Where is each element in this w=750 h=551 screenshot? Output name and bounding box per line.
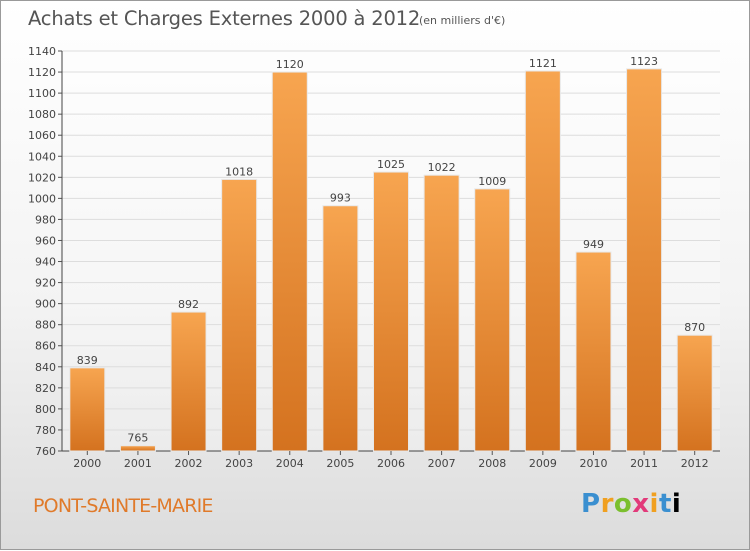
bar-2000 [69,367,106,452]
x-tick-label-2002: 2002 [175,457,203,470]
y-tick-label: 820 [35,382,56,395]
y-tick-label: 1120 [28,66,56,79]
y-tick-label: 1020 [28,171,56,184]
x-tick-label-2009: 2009 [529,457,557,470]
y-tick-label: 880 [35,319,56,332]
x-tick-label-2003: 2003 [225,457,253,470]
bar-2007 [423,174,460,452]
bar-2009 [524,70,561,452]
y-tick-label: 1080 [28,108,56,121]
y-tick-label: 900 [35,298,56,311]
x-tick-label-2006: 2006 [377,457,405,470]
chart-subtitle: (en milliers d'€) [419,14,506,27]
bar-2002 [170,311,207,452]
y-tick-label: 760 [35,445,56,458]
chart-title: Achats et Charges Externes 2000 à 2012 [28,7,421,30]
bar-2011 [626,68,663,452]
y-tick-label: 1140 [28,45,56,58]
y-tick-label: 860 [35,340,56,353]
bar-2001 [119,445,156,452]
y-tick-label: 800 [35,403,56,416]
x-tick-label-2012: 2012 [681,457,709,470]
y-tick-label: 920 [35,277,56,290]
bar-2012 [676,334,713,452]
commune-name: PONT-SAINTE-MARIE [33,495,213,517]
x-tick-label-2011: 2011 [630,457,658,470]
x-tick-label-2000: 2000 [73,457,101,470]
bar-2008 [474,188,511,452]
y-tick-label: 1100 [28,87,56,100]
y-tick-label: 980 [35,213,56,226]
data-label-2012: 870 [684,321,705,334]
y-tick-label: 1040 [28,150,56,163]
bar-2004 [271,71,308,452]
y-tick-label: 940 [35,256,56,269]
data-label-2011: 1123 [630,55,658,68]
data-label-2001: 765 [127,432,148,445]
data-label-2008: 1009 [478,175,506,188]
x-tick-label-2010: 2010 [579,457,607,470]
data-label-2007: 1022 [428,161,456,174]
y-tick-label: 960 [35,234,56,247]
x-tick-label-2005: 2005 [326,457,354,470]
data-label-2006: 1025 [377,158,405,171]
data-label-2004: 1120 [276,58,304,71]
bar-2003 [221,178,258,452]
bar-2005 [322,205,359,452]
bar-2010 [575,251,612,452]
y-tick-label: 1060 [28,129,56,142]
x-tick-label-2001: 2001 [124,457,152,470]
data-label-2010: 949 [583,238,604,251]
x-tick-label-2008: 2008 [478,457,506,470]
data-label-2000: 839 [77,354,98,367]
y-tick-label: 780 [35,424,56,437]
y-tick-label: 840 [35,361,56,374]
x-tick-label-2007: 2007 [428,457,456,470]
data-label-2005: 993 [330,192,351,205]
y-tick-label: 1000 [28,192,56,205]
bar-2006 [373,171,409,452]
data-label-2009: 1121 [529,57,557,70]
x-tick-label-2004: 2004 [276,457,304,470]
data-label-2003: 1018 [225,165,253,178]
data-label-2002: 892 [178,298,199,311]
proxiti-logo: Proxiti [581,489,682,519]
